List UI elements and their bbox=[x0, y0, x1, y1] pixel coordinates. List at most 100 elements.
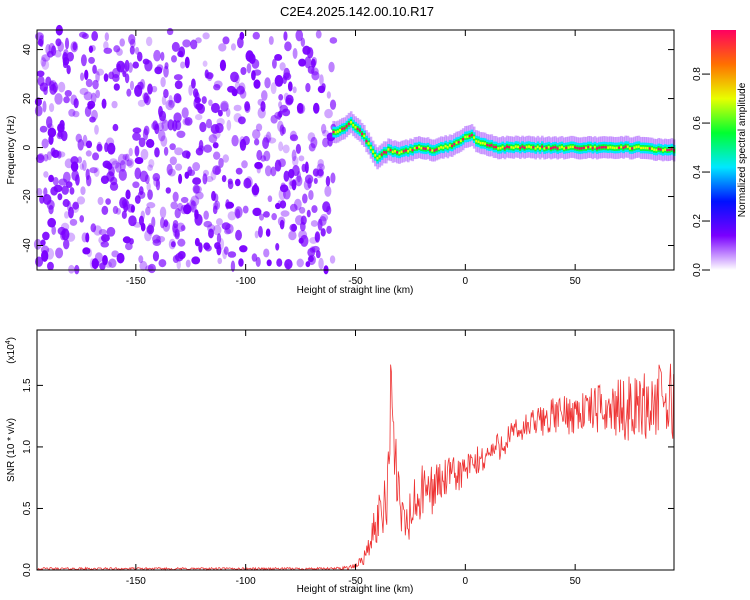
ridge-core bbox=[508, 145, 511, 149]
snr-y-label: SNR (10 * v/v) bbox=[6, 418, 17, 482]
noise-blob bbox=[159, 206, 167, 219]
ridge-core bbox=[484, 142, 487, 145]
ridge-core bbox=[341, 127, 344, 131]
noise-blob bbox=[214, 242, 221, 250]
noise-blob bbox=[151, 121, 159, 131]
noise-blob bbox=[64, 158, 74, 169]
noise-blob bbox=[158, 110, 167, 122]
noise-blob bbox=[322, 129, 329, 137]
ridge-core bbox=[464, 135, 467, 139]
noise-blob bbox=[62, 56, 70, 66]
noise-blob bbox=[156, 122, 164, 132]
noise-blob bbox=[317, 218, 323, 231]
noise-blob bbox=[178, 46, 186, 58]
ridge-core bbox=[473, 136, 476, 139]
noise-blob bbox=[36, 188, 43, 196]
noise-blob bbox=[222, 36, 230, 45]
noise-blob bbox=[253, 79, 261, 89]
noise-blob bbox=[85, 150, 92, 157]
noise-blob bbox=[242, 205, 249, 214]
noise-blob bbox=[50, 147, 56, 157]
noise-blob bbox=[213, 193, 219, 203]
noise-blob bbox=[128, 147, 133, 157]
noise-blob bbox=[40, 239, 46, 246]
noise-blob bbox=[262, 211, 270, 218]
ridge-core bbox=[470, 133, 473, 137]
noise-blob bbox=[69, 218, 78, 226]
noise-blob bbox=[194, 213, 203, 226]
ridge-core bbox=[642, 146, 645, 150]
noise-blob bbox=[64, 211, 70, 219]
ridge-core bbox=[497, 147, 500, 150]
noise-blob bbox=[57, 81, 66, 93]
noise-blob bbox=[252, 31, 260, 40]
noise-blob bbox=[319, 74, 324, 86]
noise-blob bbox=[267, 137, 277, 144]
noise-blob bbox=[216, 117, 225, 126]
noise-blob bbox=[57, 151, 66, 158]
ridge-core bbox=[407, 150, 410, 153]
noise-blob bbox=[327, 137, 333, 147]
ridge-core bbox=[402, 150, 405, 153]
noise-blob bbox=[109, 158, 118, 165]
noise-blob bbox=[45, 44, 51, 56]
spectrogram-ridge bbox=[332, 111, 676, 170]
noise-blob bbox=[206, 72, 213, 82]
ridge-core bbox=[530, 146, 533, 149]
ridge-core bbox=[670, 147, 673, 151]
noise-blob bbox=[124, 73, 130, 84]
ridge-core bbox=[446, 146, 449, 149]
noise-blob bbox=[270, 166, 277, 177]
noise-blob bbox=[277, 216, 286, 226]
ridge-core bbox=[560, 145, 563, 149]
noise-blob bbox=[279, 219, 285, 230]
noise-blob bbox=[212, 151, 221, 160]
noise-blob bbox=[116, 252, 125, 264]
ridge-core bbox=[374, 154, 377, 157]
ridge-core bbox=[582, 146, 585, 150]
noise-blob bbox=[54, 49, 62, 58]
noise-blob bbox=[160, 76, 166, 88]
ridge-core bbox=[534, 147, 537, 150]
ridge-core bbox=[514, 145, 517, 148]
noise-blob bbox=[208, 134, 218, 144]
noise-blob bbox=[329, 255, 336, 264]
noise-blob bbox=[52, 176, 59, 186]
noise-blob bbox=[233, 104, 242, 112]
noise-blob bbox=[138, 215, 144, 226]
noise-blob bbox=[175, 163, 183, 171]
noise-blob bbox=[159, 115, 167, 125]
noise-blob bbox=[254, 161, 263, 170]
noise-blob bbox=[132, 61, 139, 69]
noise-blob bbox=[85, 232, 90, 243]
noise-blob bbox=[163, 219, 169, 228]
noise-blob bbox=[310, 58, 316, 68]
noise-blob bbox=[125, 189, 131, 200]
noise-blob bbox=[221, 222, 231, 230]
noise-blob bbox=[227, 85, 236, 93]
ridge-core bbox=[499, 146, 502, 150]
noise-blob bbox=[320, 123, 327, 134]
noise-blob bbox=[112, 123, 119, 132]
ridge-core bbox=[615, 146, 618, 150]
noise-blob bbox=[101, 205, 109, 216]
noise-blob bbox=[190, 39, 198, 50]
noise-blob bbox=[89, 116, 96, 123]
ridge-core bbox=[411, 148, 414, 152]
ridge-core bbox=[431, 149, 434, 152]
noise-blob bbox=[184, 117, 193, 126]
noise-blob bbox=[47, 123, 54, 131]
noise-blob bbox=[124, 59, 130, 72]
ridge-core bbox=[413, 146, 416, 150]
noise-blob bbox=[129, 80, 135, 91]
noise-blob bbox=[176, 130, 186, 138]
spectrogram-x-ticks: -150 -100 -50 0 50 bbox=[126, 30, 581, 287]
noise-blob bbox=[47, 261, 54, 271]
ridge-core bbox=[655, 148, 658, 152]
noise-blob bbox=[199, 121, 207, 133]
noise-blob bbox=[255, 123, 263, 132]
noise-blob bbox=[158, 129, 166, 142]
noise-blob bbox=[123, 202, 128, 213]
bot-x-tick-label-0: -150 bbox=[126, 576, 146, 587]
